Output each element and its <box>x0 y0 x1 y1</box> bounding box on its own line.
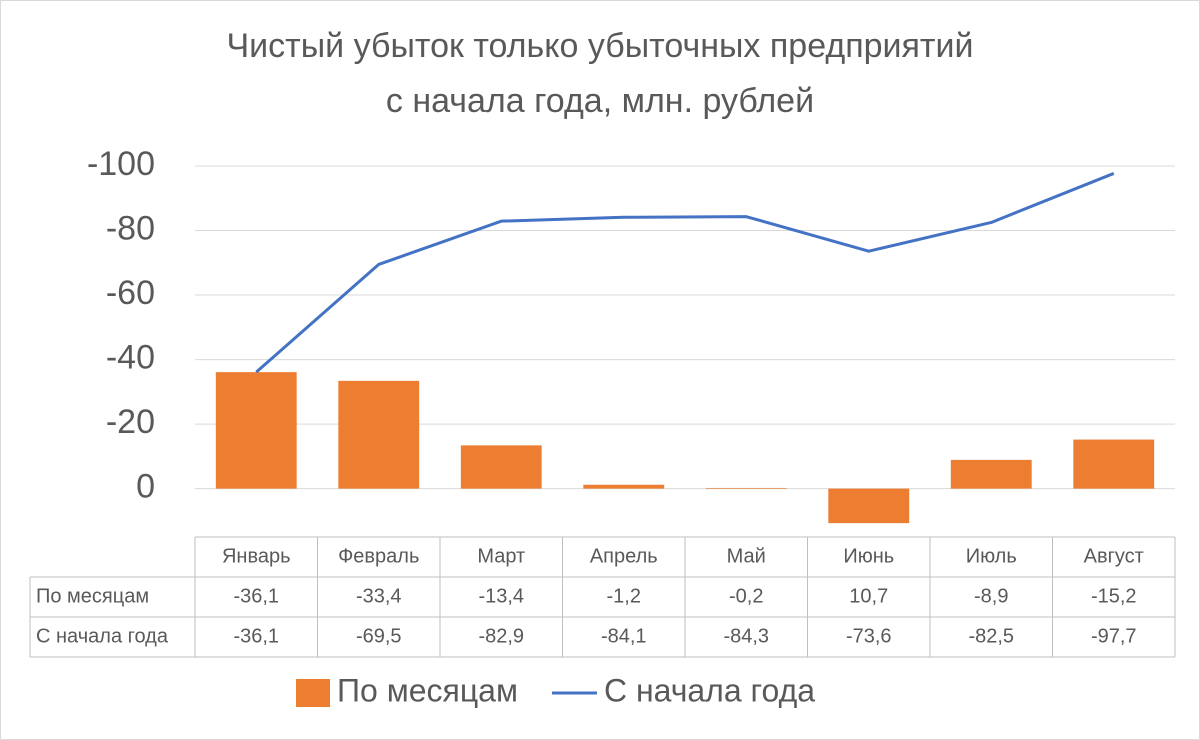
y-tick-label: -20 <box>106 403 155 441</box>
x-tick-label: Июнь <box>843 545 894 567</box>
table-cell: -36,1 <box>233 585 279 607</box>
table-cell: -13,4 <box>478 585 524 607</box>
chart-title: с начала года, млн. рублей <box>386 82 814 120</box>
table-cell: -1,2 <box>607 585 641 607</box>
table-cell: -69,5 <box>356 625 402 647</box>
legend-key <box>296 679 330 707</box>
x-tick-label: Февраль <box>338 545 419 567</box>
table-cell: 10,7 <box>849 585 888 607</box>
x-tick-label: Июль <box>966 545 1017 567</box>
x-tick-label: Август <box>1084 545 1144 567</box>
bar <box>215 372 297 489</box>
bar <box>705 487 787 489</box>
x-tick-label: Апрель <box>590 545 658 567</box>
table-cell: -84,1 <box>601 625 647 647</box>
chart-title: Чистый убыток только убыточных предприят… <box>227 27 974 65</box>
x-tick-label: Март <box>477 545 525 567</box>
table-row-label: По месяцам <box>36 585 149 607</box>
bar <box>950 459 1032 489</box>
table-row-label: С начала года <box>36 625 169 647</box>
table-cell: -82,5 <box>968 625 1014 647</box>
y-tick-label: -60 <box>106 274 155 312</box>
y-tick-label: -80 <box>106 210 155 248</box>
y-tick-label: -40 <box>106 339 155 377</box>
bar <box>460 445 542 489</box>
bar <box>338 380 420 489</box>
y-tick-label: 0 <box>136 468 155 506</box>
legend-label: По месяцам <box>337 672 518 708</box>
table-cell: -36,1 <box>233 625 279 647</box>
x-tick-label: Май <box>727 545 766 567</box>
bar <box>828 488 910 524</box>
table-cell: -84,3 <box>723 625 769 647</box>
table-cell: -0,2 <box>729 585 763 607</box>
bar <box>1073 439 1155 489</box>
table-cell: -82,9 <box>478 625 524 647</box>
line <box>255 172 1115 374</box>
table-cell: -73,6 <box>846 625 892 647</box>
table-cell: -97,7 <box>1091 625 1137 647</box>
x-tick-label: Январь <box>222 545 291 567</box>
y-tick-label: -100 <box>87 145 155 183</box>
table-cell: -15,2 <box>1091 585 1137 607</box>
table-cell: -8,9 <box>974 585 1008 607</box>
bar <box>583 484 665 489</box>
table-cell: -33,4 <box>356 585 402 607</box>
legend-label: С начала года <box>604 672 815 708</box>
